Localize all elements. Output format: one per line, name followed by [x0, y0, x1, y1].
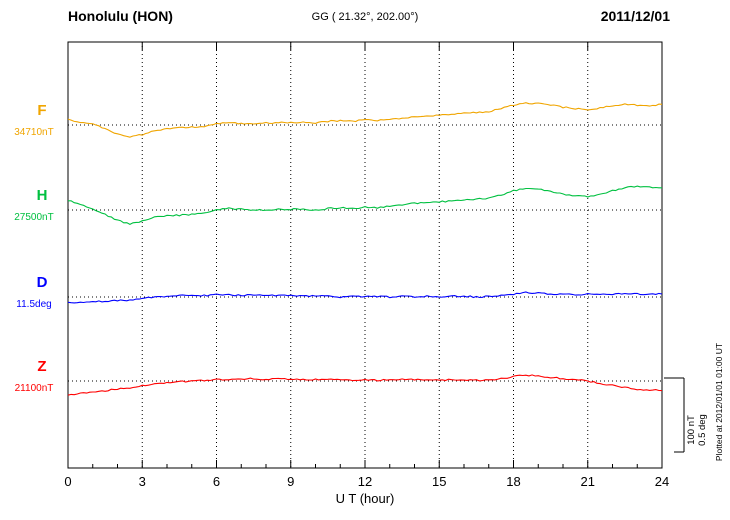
x-tick-label: 6 — [213, 474, 220, 489]
plotted-at-note: Plotted at 2012/01/01 01:00 UT — [714, 343, 724, 461]
geographic-coords-label: GG ( 21.32°, 202.00°) — [311, 11, 419, 23]
series-baseline-label-Z: 21100nT — [14, 383, 54, 394]
x-tick-label: 0 — [64, 474, 71, 489]
x-tick-label: 15 — [432, 474, 446, 489]
x-tick-label: 12 — [358, 474, 372, 489]
scale-bar-deg-label: 0.5 deg — [697, 414, 708, 446]
series-baseline-label-F: 34710nT — [14, 127, 54, 138]
x-tick-label: 3 — [139, 474, 146, 489]
scale-bar-nt-label: 100 nT — [686, 415, 697, 445]
scale-bar: 100 nT 0.5 deg — [664, 377, 708, 453]
series-baseline-label-H: 27500nT — [14, 212, 54, 223]
series-F — [67, 102, 663, 138]
series-H — [68, 185, 662, 226]
station-title: Honolulu (HON) — [68, 8, 173, 24]
series-D — [67, 291, 663, 304]
x-tick-label: 21 — [581, 474, 595, 489]
grid-layer — [67, 41, 663, 469]
x-axis-label: U T (hour) — [336, 491, 395, 506]
series-letter-H: H — [36, 187, 48, 204]
tick-layer: 0 3 6 9 12 15 18 21 24 — [64, 42, 669, 489]
series-layer — [67, 102, 663, 396]
series-Z — [67, 374, 663, 396]
x-tick-label: 9 — [287, 474, 294, 489]
series-baseline-label-D: 11.5deg — [16, 299, 52, 310]
series-letter-Z: Z — [37, 358, 47, 375]
x-tick-label: 24 — [655, 474, 669, 489]
series-letter-D: D — [36, 274, 48, 291]
x-tick-label: 18 — [506, 474, 520, 489]
series-letter-F: F — [37, 102, 47, 119]
date-label: 2011/12/01 — [600, 8, 670, 24]
